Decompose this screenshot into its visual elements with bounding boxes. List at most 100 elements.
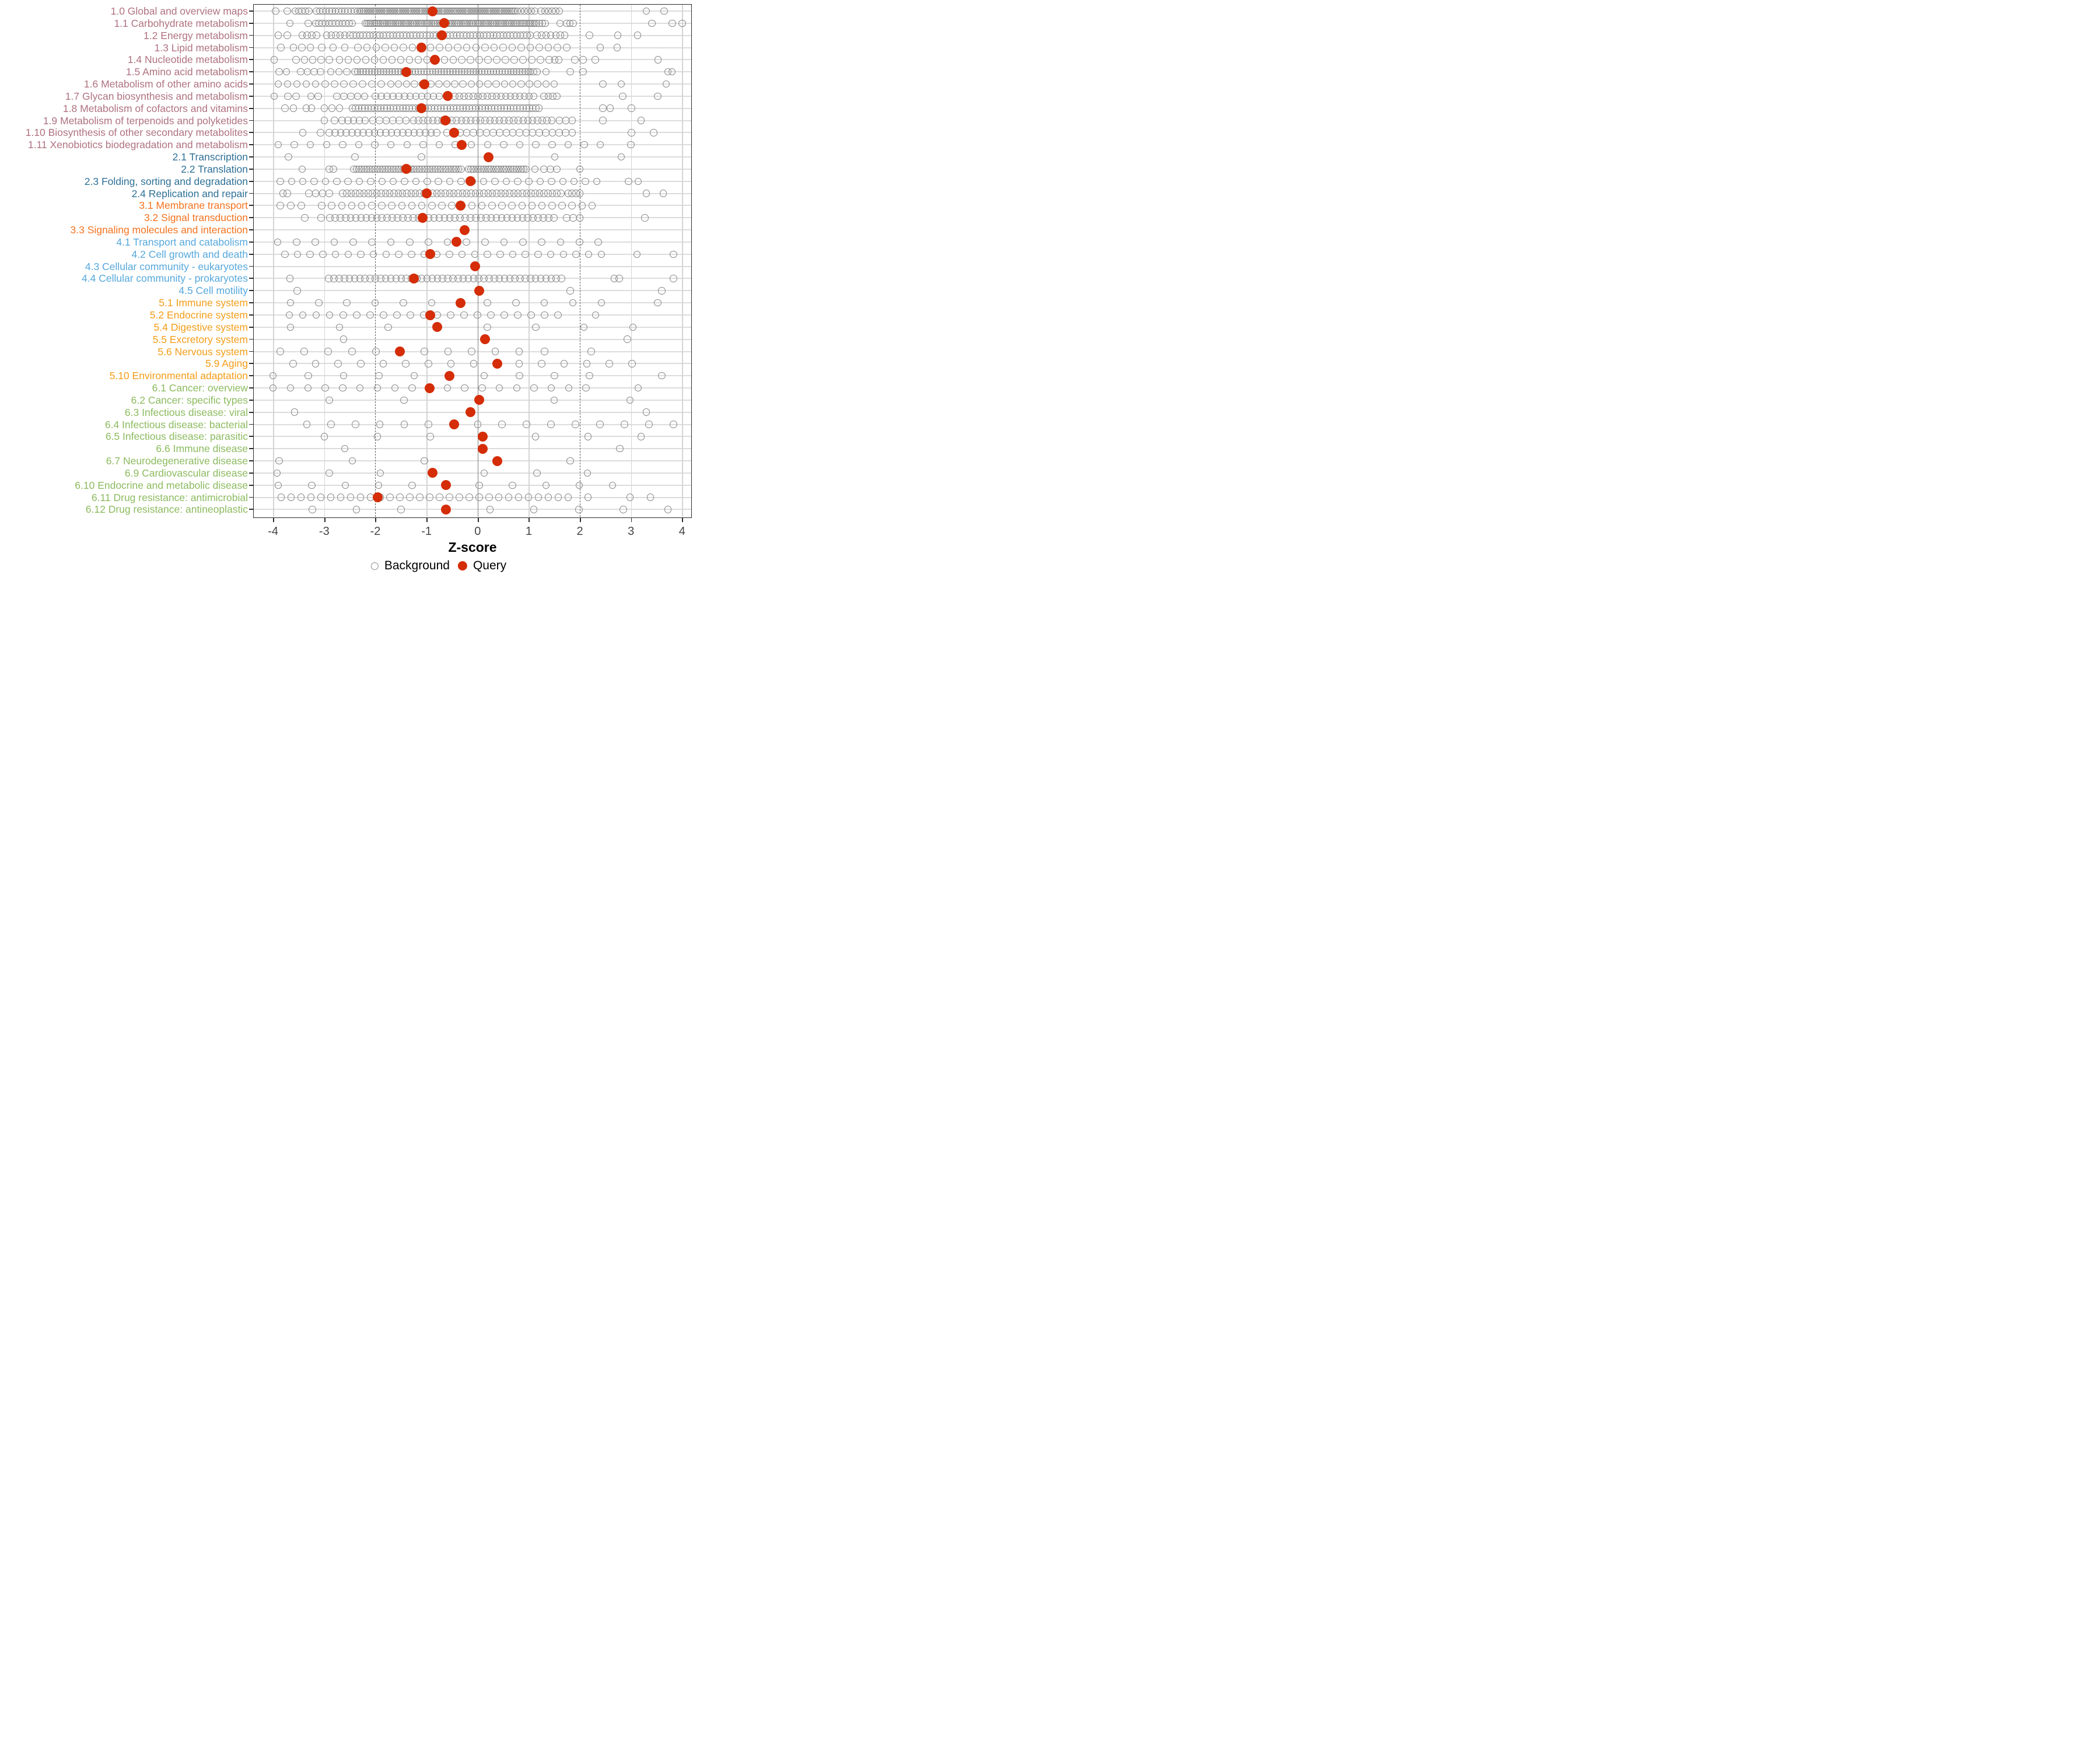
- background-point: [568, 117, 576, 124]
- background-point: [400, 44, 407, 51]
- x-tick-label: -1: [421, 525, 432, 538]
- background-point: [428, 202, 436, 209]
- background-point: [537, 56, 544, 64]
- background-point: [274, 141, 282, 149]
- background-point: [596, 421, 604, 428]
- background-point: [293, 238, 300, 246]
- background-point: [597, 299, 606, 307]
- background-point: [320, 104, 328, 112]
- x-tick-label: 2: [576, 525, 583, 538]
- background-point: [348, 202, 356, 209]
- background-point: [318, 202, 326, 209]
- background-point: [524, 494, 533, 501]
- background-point: [386, 494, 394, 501]
- background-point: [599, 104, 607, 112]
- background-point: [321, 177, 330, 185]
- background-point: [599, 80, 607, 88]
- background-point: [648, 19, 656, 27]
- y-tick-mark: [249, 363, 253, 365]
- background-point: [526, 80, 533, 88]
- background-point: [436, 44, 443, 51]
- background-point: [358, 202, 366, 209]
- background-point: [454, 44, 461, 51]
- background-point: [659, 190, 667, 197]
- query-point: [440, 504, 451, 514]
- background-point: [518, 202, 526, 209]
- background-point: [467, 56, 474, 64]
- background-point: [509, 481, 516, 489]
- y-tick-mark: [249, 107, 253, 109]
- background-point: [290, 141, 298, 149]
- y-axis-label: 5.4 Digestive system: [153, 321, 248, 333]
- background-point: [402, 80, 411, 88]
- background-point: [286, 384, 295, 392]
- query-point: [449, 419, 459, 430]
- background-point: [339, 141, 346, 149]
- y-axis-label: 1.5 Amino acid metabolism: [125, 66, 248, 78]
- background-point: [286, 19, 294, 27]
- row-line: [254, 436, 691, 438]
- row-line: [254, 448, 691, 450]
- background-point: [287, 202, 295, 209]
- background-point: [548, 177, 555, 185]
- background-point: [414, 56, 422, 64]
- background-point: [301, 214, 309, 222]
- background-point: [548, 202, 556, 209]
- x-tick-mark: [580, 518, 581, 522]
- background-point: [412, 177, 420, 185]
- background-point: [398, 202, 406, 209]
- background-point: [304, 372, 312, 380]
- background-point: [327, 494, 335, 501]
- background-point: [516, 372, 523, 380]
- background-point: [505, 494, 513, 501]
- background-point: [344, 56, 352, 64]
- background-point: [419, 141, 427, 149]
- y-axis-label: 3.1 Membrane transport: [139, 200, 248, 212]
- background-point: [498, 202, 506, 209]
- background-point: [532, 323, 540, 331]
- background-point: [328, 202, 335, 209]
- background-point: [480, 469, 488, 477]
- y-tick-mark: [249, 399, 253, 401]
- background-point: [389, 177, 397, 185]
- row-line: [254, 472, 691, 474]
- background-point: [368, 202, 376, 209]
- y-axis-label: 6.12 Drug resistance: antineoplastic: [85, 503, 248, 516]
- y-axis-label: 4.4 Cellular community - prokaryotes: [82, 272, 248, 285]
- background-point: [592, 311, 600, 319]
- background-point: [583, 360, 591, 368]
- background-point: [533, 68, 541, 76]
- y-axis-label: 5.1 Immune system: [159, 297, 248, 309]
- y-tick-mark: [249, 192, 253, 194]
- background-point: [458, 250, 466, 258]
- background-point: [628, 104, 635, 112]
- background-point: [357, 250, 365, 258]
- query-point: [421, 188, 432, 199]
- y-axis-label: 5.9 Aging: [205, 358, 248, 370]
- query-point: [478, 443, 488, 454]
- x-tick-label: 1: [525, 525, 532, 538]
- background-point: [457, 177, 465, 185]
- query-point: [440, 480, 451, 491]
- background-point: [387, 238, 395, 246]
- y-axis-label: 4.3 Cellular community - eukaryotes: [85, 260, 248, 272]
- background-point: [418, 202, 426, 209]
- background-point: [317, 214, 325, 222]
- y-axis-label: 2.4 Replication and repair: [131, 187, 248, 200]
- background-point: [484, 80, 492, 88]
- background-point: [274, 238, 282, 246]
- background-point: [629, 323, 637, 331]
- y-tick-mark: [249, 95, 253, 97]
- background-point: [578, 202, 586, 209]
- background-point: [491, 348, 499, 355]
- background-point: [579, 68, 587, 76]
- background-point: [307, 104, 316, 112]
- background-point: [346, 494, 355, 501]
- y-axis-label: 1.7 Glycan biosynthesis and metabolism: [65, 90, 248, 102]
- background-point: [377, 80, 385, 88]
- background-point: [376, 421, 384, 428]
- background-point: [484, 299, 491, 307]
- background-point: [486, 506, 494, 513]
- background-point: [475, 56, 483, 64]
- background-point: [566, 68, 574, 76]
